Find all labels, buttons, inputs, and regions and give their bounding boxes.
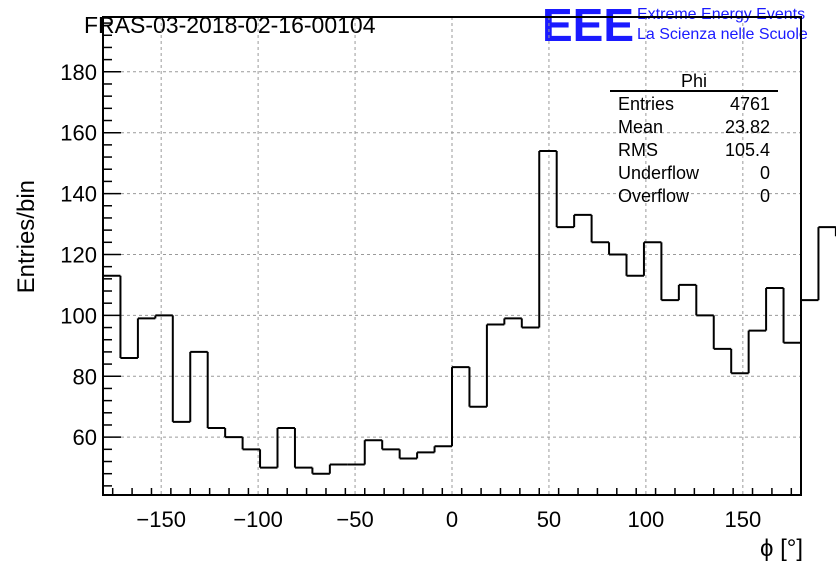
x-tick-label: −150 [136,507,186,532]
y-tick-label: 60 [73,425,97,450]
x-axis-label: ϕ [°] [760,535,803,562]
stats-value: 23.82 [725,117,770,137]
y-tick-label: 180 [60,60,97,85]
histogram-bins [103,149,836,475]
y-axis-label: Entries/bin [13,180,40,293]
stats-rows: Entries 4761 Mean 23.82 RMS 105.4 Underflow 0 Ov… [618,94,770,206]
stats-label: Underflow [618,163,700,183]
axis-ticks [103,22,793,495]
x-tick-label: 100 [628,507,665,532]
y-tick-label: 100 [60,303,97,328]
logo-line1: Extreme Energy Events [637,6,805,23]
eee-logo: EEE Extreme Energy Events La Scienza nel… [542,0,808,51]
stats-label: RMS [618,140,658,160]
stats-value: 0 [760,163,770,183]
x-tick-label: −50 [336,507,373,532]
y-tick-labels: 60 80 100 120 140 160 180 [60,60,97,450]
stats-label: Overflow [618,186,690,206]
x-tick-label: 150 [724,507,761,532]
x-tick-labels: −150 −100 −50 0 50 100 150 [136,507,761,532]
stats-label: Mean [618,117,663,137]
x-tick-label: 0 [446,507,458,532]
plot-frame [102,16,802,496]
x-tick-label: −100 [233,507,283,532]
y-tick-label: 80 [73,364,97,389]
stats-value: 105.4 [725,140,770,160]
stats-name: Phi [681,71,707,91]
stats-value: 0 [760,186,770,206]
logo-mark: EEE [542,0,634,51]
y-tick-label: 140 [60,182,97,207]
chart-title: FRAS-03-2018-02-16-00104 [84,12,376,38]
stats-value: 4761 [730,94,770,114]
y-tick-label: 120 [60,242,97,267]
logo-line2: La Scienza nelle Scuole [637,26,808,43]
y-tick-label: 160 [60,121,97,146]
stats-box: Phi Entries 4761 Mean 23.82 RMS 105.4 Underflo… [610,71,778,206]
stats-label: Entries [618,94,674,114]
x-tick-label: 50 [537,507,561,532]
